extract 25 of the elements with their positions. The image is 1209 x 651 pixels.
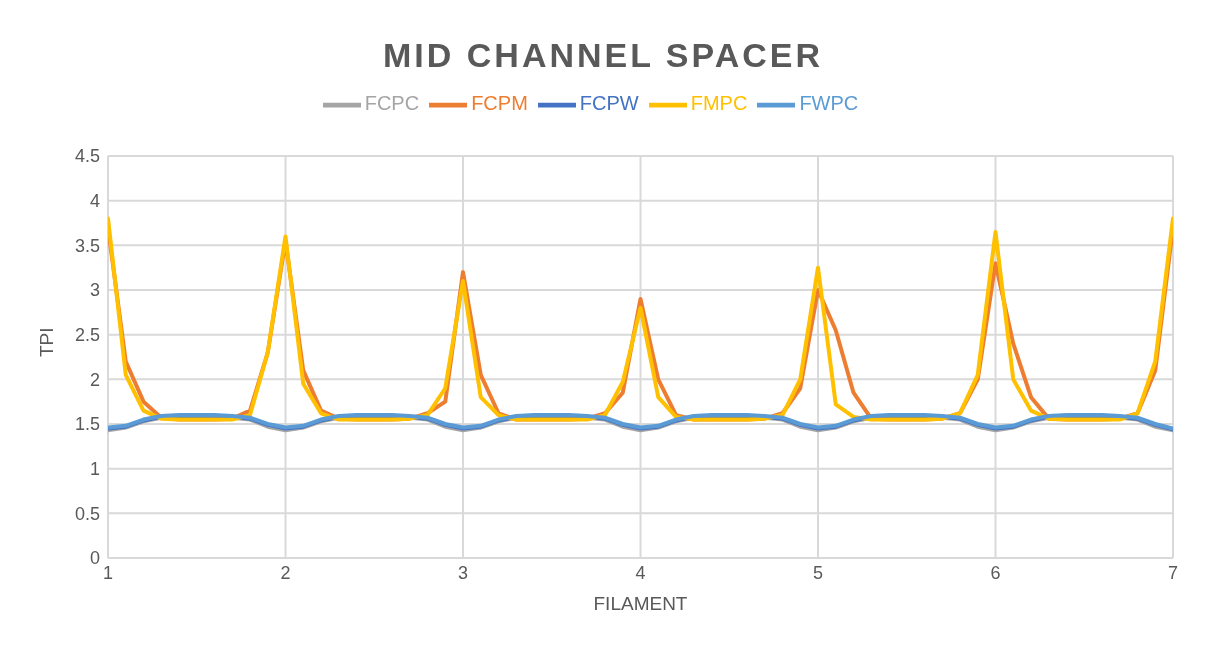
y-axis-title: TPI <box>35 327 57 357</box>
x-tick-label: 3 <box>457 562 469 583</box>
x-tick-label: 6 <box>990 562 1001 583</box>
y-tick-label: 4 <box>89 191 100 212</box>
y-tick-label: 2 <box>89 369 100 390</box>
y-tick-label: 0.5 <box>74 503 100 524</box>
y-tick-label: 3.5 <box>74 235 100 256</box>
x-tick-label: 1 <box>102 562 114 583</box>
legend-label: FCPM <box>471 92 528 115</box>
y-tick-label: 1.5 <box>74 414 100 435</box>
chart-title: MID CHANNEL SPACER <box>382 35 824 76</box>
x-tick-label: 5 <box>812 562 824 583</box>
x-tick-label: 2 <box>280 562 291 583</box>
x-tick-label: 4 <box>635 562 646 583</box>
y-tick-label: 1 <box>89 459 100 480</box>
x-tick-label: 7 <box>1167 562 1179 583</box>
legend-label: FMPC <box>690 92 748 115</box>
legend-label: FCPC <box>364 92 420 115</box>
legend-label: FCPW <box>579 92 639 115</box>
y-tick-label: 0 <box>89 548 100 569</box>
y-tick-label: 3 <box>89 280 100 301</box>
y-tick-label: 4.5 <box>74 146 100 167</box>
y-tick-label: 2.5 <box>74 325 100 346</box>
legend-label: FWPC <box>799 92 859 115</box>
x-axis-title: FILAMENT <box>593 593 688 614</box>
